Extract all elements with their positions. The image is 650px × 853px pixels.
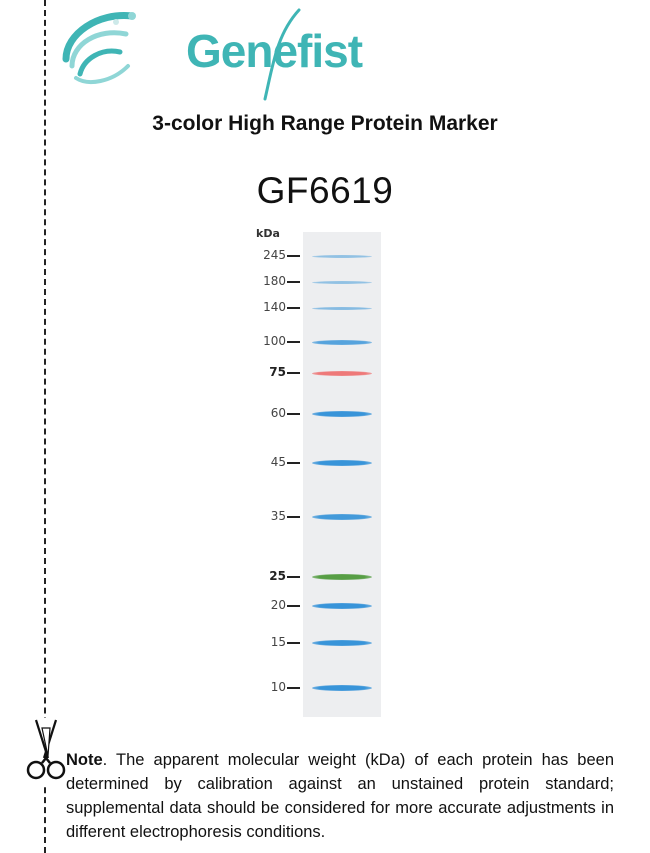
mw-tick-75 (287, 372, 300, 374)
mw-tick-180 (287, 281, 300, 283)
protein-band-140 (312, 306, 372, 310)
mw-label-60: 60 (270, 406, 286, 420)
protein-band-10 (312, 685, 372, 691)
mw-tick-10 (287, 687, 300, 689)
mw-label-35: 35 (270, 509, 286, 523)
mw-label-10: 10 (270, 680, 286, 694)
protein-band-180 (312, 280, 372, 284)
protein-band-60 (312, 411, 372, 417)
mw-tick-20 (287, 605, 300, 607)
mw-label-25: 25 (269, 569, 286, 583)
mw-tick-245 (287, 255, 300, 257)
protein-band-25 (312, 574, 372, 580)
unit-label: kDa (256, 227, 280, 240)
mw-tick-35 (287, 516, 300, 518)
dna-swirl-icon (62, 12, 136, 84)
protein-band-20 (312, 603, 372, 609)
mw-label-45: 45 (270, 455, 286, 469)
note-body: . The apparent molecular weight (kDa) of… (66, 751, 614, 841)
protein-band-45 (312, 460, 372, 466)
mw-label-15: 15 (270, 635, 286, 649)
mw-label-75: 75 (269, 365, 286, 379)
mw-tick-100 (287, 341, 300, 343)
mw-tick-15 (287, 642, 300, 644)
genefist-logo: Genefist (58, 4, 363, 104)
protein-band-35 (312, 514, 372, 520)
catalog-number: GF6619 (256, 170, 394, 211)
mw-tick-60 (287, 413, 300, 415)
protein-band-100 (312, 339, 372, 345)
page-title: 3-color High Range Protein Marker (152, 112, 498, 135)
mw-tick-45 (287, 462, 300, 464)
note-lead: Note (66, 751, 103, 769)
note-paragraph: Note. The apparent molecular weight (kDa… (66, 748, 614, 844)
brand-name: Genefist (186, 25, 363, 77)
mw-label-245: 245 (263, 248, 286, 262)
protein-band-245 (312, 254, 372, 258)
protein-band-15 (312, 640, 372, 646)
mw-tick-140 (287, 307, 300, 309)
gel-lane (303, 232, 381, 717)
logo-swoosh-icon (263, 8, 301, 101)
mw-label-140: 140 (263, 300, 286, 314)
scissors-icon (22, 718, 70, 784)
mw-tick-25 (287, 576, 300, 578)
protein-band-75 (312, 370, 372, 376)
mw-label-180: 180 (263, 274, 286, 288)
mw-label-20: 20 (270, 598, 286, 612)
cut-line (44, 0, 46, 853)
mw-label-100: 100 (263, 334, 286, 348)
